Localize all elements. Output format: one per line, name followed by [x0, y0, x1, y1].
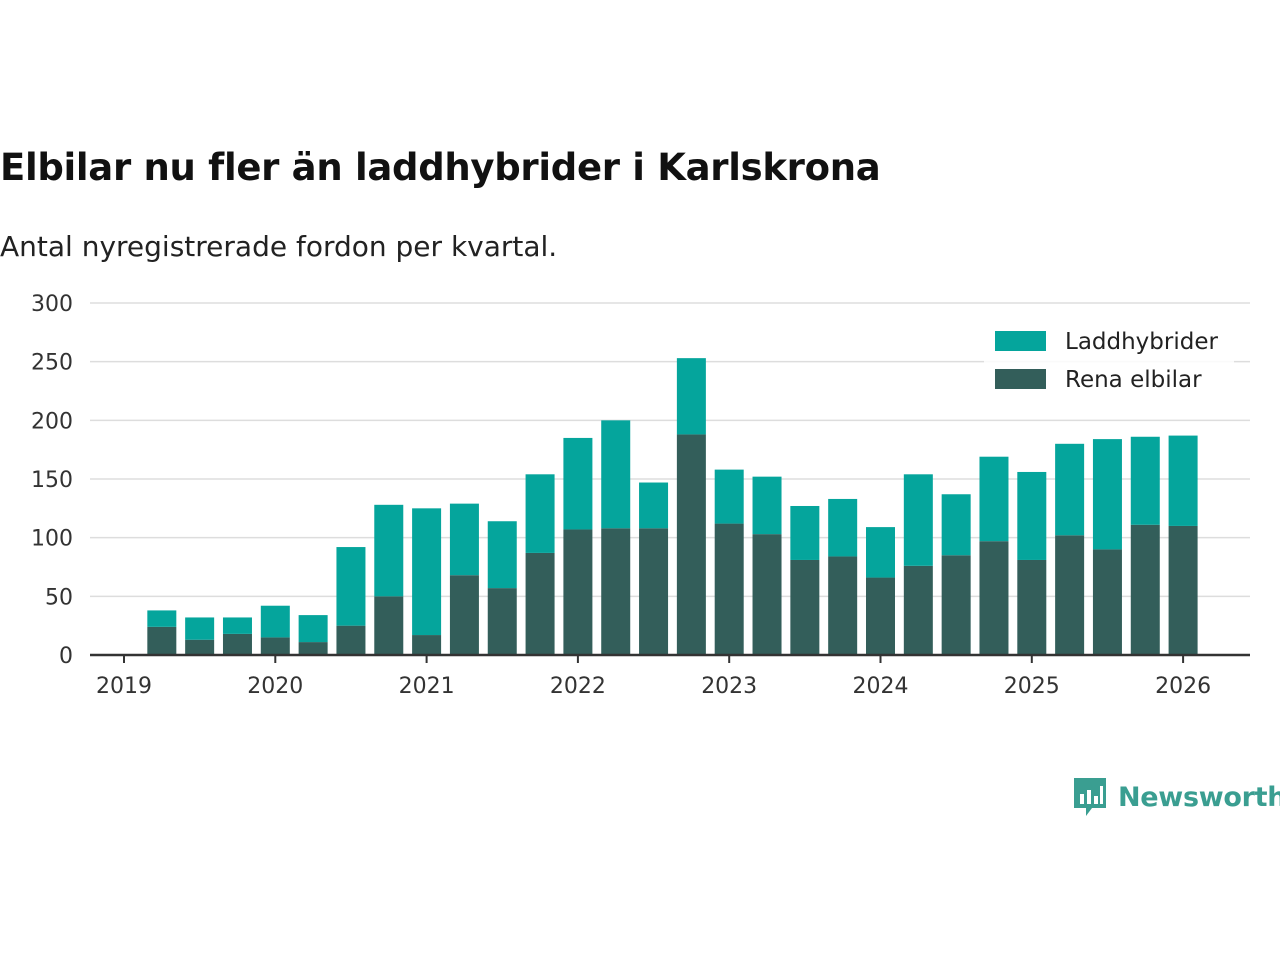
bar-rena-elbilar-2021-Q3	[487, 588, 517, 655]
bar-rena-elbilar-2022-Q3	[639, 528, 669, 655]
bar-laddhybrider-2026-Q1	[1168, 435, 1198, 526]
y-tick-label-150: 150	[31, 468, 73, 493]
bar-rena-elbilar-2024-Q4	[979, 541, 1009, 655]
x-tick-label-2026: 2026	[1155, 674, 1211, 699]
bar-laddhybrider-2025-Q3	[1092, 439, 1122, 550]
y-tick-label-0: 0	[59, 644, 73, 669]
legend-swatch-rena-elbilar	[995, 369, 1046, 389]
bars	[147, 358, 1198, 655]
bar-laddhybrider-2024-Q4	[979, 456, 1009, 542]
x-tick-label-2021: 2021	[399, 674, 455, 699]
y-axis-ticks: 0 50 100 150 200 250 300	[31, 292, 73, 669]
bar-laddhybrider-2023-Q3	[790, 505, 820, 560]
bar-laddhybrider-2022-Q1	[563, 437, 593, 530]
bar-laddhybrider-2021-Q4	[525, 474, 555, 553]
x-tick-label-2020: 2020	[247, 674, 303, 699]
legend-label-rena-elbilar: Rena elbilar	[1065, 367, 1202, 393]
y-tick-label-50: 50	[45, 585, 73, 610]
bar-rena-elbilar-2023-Q4	[828, 556, 858, 655]
newsworthy-brand-text: Newsworthy	[1118, 781, 1280, 813]
bar-rena-elbilar-2023-Q2	[752, 534, 782, 655]
bar-laddhybrider-2023-Q2	[752, 476, 782, 535]
legend-swatch-laddhybrider	[995, 331, 1046, 351]
bar-laddhybrider-2020-Q2	[298, 615, 328, 643]
bar-laddhybrider-2019-Q2	[147, 610, 177, 627]
bar-laddhybrider-2021-Q3	[487, 521, 517, 589]
bar-rena-elbilar-2022-Q1	[563, 529, 593, 655]
bar-laddhybrider-2025-Q2	[1055, 443, 1085, 536]
bar-rena-elbilar-2021-Q1	[412, 635, 442, 655]
bar-rena-elbilar-2025-Q2	[1055, 535, 1085, 655]
bar-rena-elbilar-2023-Q1	[714, 523, 744, 655]
bar-rena-elbilar-2025-Q3	[1092, 549, 1122, 655]
bar-laddhybrider-2022-Q2	[601, 420, 631, 529]
x-tick-label-2022: 2022	[550, 674, 606, 699]
bar-rena-elbilar-2021-Q4	[525, 552, 555, 655]
bar-laddhybrider-2024-Q3	[941, 494, 971, 556]
y-tick-label-100: 100	[31, 527, 73, 552]
legend: Laddhybrider Rena elbilar	[984, 318, 1234, 404]
bar-rena-elbilar-2020-Q2	[298, 642, 328, 655]
y-tick-label-200: 200	[31, 409, 73, 434]
bar-laddhybrider-2022-Q3	[639, 482, 669, 529]
bar-rena-elbilar-2026-Q1	[1168, 525, 1198, 655]
bar-rena-elbilar-2022-Q2	[601, 528, 631, 655]
bar-rena-elbilar-2020-Q4	[374, 596, 404, 655]
bar-rena-elbilar-2022-Q4	[676, 434, 706, 655]
bar-rena-elbilar-2020-Q1	[260, 637, 290, 655]
x-tick-label-2024: 2024	[853, 674, 909, 699]
bar-laddhybrider-2021-Q2	[449, 503, 479, 576]
y-tick-label-250: 250	[31, 351, 73, 376]
x-tick-label-2025: 2025	[1004, 674, 1060, 699]
newsworthy-logo-icon	[1074, 778, 1106, 816]
chart-subtitle: Antal nyregistrerade fordon per kvartal.	[0, 230, 558, 263]
bar-laddhybrider-2023-Q1	[714, 469, 744, 524]
bar-laddhybrider-2025-Q4	[1130, 436, 1160, 525]
bar-rena-elbilar-2021-Q2	[449, 575, 479, 655]
bar-rena-elbilar-2025-Q1	[1017, 559, 1047, 655]
chart-title: Elbilar nu fler än laddhybrider i Karlsk…	[0, 146, 881, 189]
newsworthy-logo: Newsworthy	[1072, 776, 1280, 818]
x-tick-label-2019: 2019	[96, 674, 152, 699]
x-tick-label-2023: 2023	[701, 674, 757, 699]
bar-laddhybrider-2020-Q1	[260, 605, 290, 638]
x-axis: 2019 2020 2021 2022 2023 2024 2025 2026	[90, 653, 1250, 699]
bar-rena-elbilar-2024-Q3	[941, 555, 971, 655]
bar-rena-elbilar-2024-Q2	[903, 565, 933, 655]
bar-laddhybrider-2025-Q1	[1017, 471, 1047, 560]
bar-laddhybrider-2024-Q2	[903, 474, 933, 566]
bar-laddhybrider-2020-Q3	[336, 547, 366, 626]
bar-rena-elbilar-2019-Q4	[222, 633, 252, 655]
bar-rena-elbilar-2023-Q3	[790, 559, 820, 655]
bar-rena-elbilar-2020-Q3	[336, 625, 366, 655]
y-tick-label-300: 300	[31, 292, 73, 317]
bar-rena-elbilar-2025-Q4	[1130, 524, 1160, 655]
legend-label-laddhybrider: Laddhybrider	[1065, 329, 1218, 355]
bar-rena-elbilar-2024-Q1	[866, 577, 895, 655]
bar-rena-elbilar-2019-Q3	[185, 639, 215, 655]
bar-laddhybrider-2023-Q4	[828, 498, 858, 557]
bar-laddhybrider-2022-Q4	[676, 358, 706, 435]
bar-laddhybrider-2024-Q1	[866, 527, 895, 578]
bar-rena-elbilar-2019-Q2	[147, 626, 177, 655]
bar-laddhybrider-2020-Q4	[374, 504, 404, 597]
bar-laddhybrider-2019-Q3	[185, 617, 215, 640]
bar-laddhybrider-2021-Q1	[412, 508, 442, 636]
bar-laddhybrider-2019-Q4	[222, 617, 252, 634]
